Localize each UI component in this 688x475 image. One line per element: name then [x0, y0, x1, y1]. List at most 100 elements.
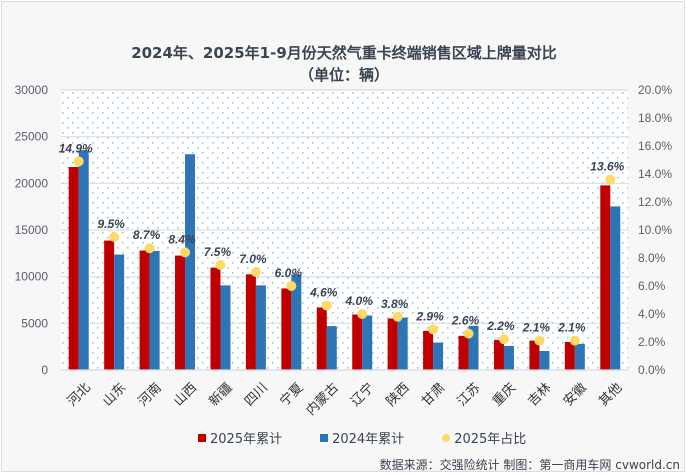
- y-tick-label: 5000: [21, 316, 48, 330]
- share-label: 13.6%: [590, 160, 624, 174]
- bar-2024: [255, 285, 266, 370]
- bar-2025: [281, 288, 292, 370]
- share-label: 2.1%: [522, 321, 551, 335]
- share-label: 7.5%: [204, 245, 232, 259]
- share-point: [463, 328, 474, 339]
- bar-2025: [423, 330, 434, 370]
- share-point: [534, 335, 545, 346]
- y2-tick-label: 18.0%: [638, 111, 672, 125]
- x-tick-label: 吉林: [525, 380, 554, 409]
- share-point: [215, 260, 226, 270]
- legend-item-share[interactable]: 2025年占比: [442, 428, 526, 447]
- y-tick-label: 25000: [15, 130, 49, 144]
- y-axis-left: 0 5000 10000 15000 20000 25000 30000: [15, 83, 49, 377]
- share-label: 4.6%: [309, 286, 338, 300]
- legend-item-2025[interactable]: 2025年累计: [198, 428, 282, 447]
- y-tick-label: 15000: [15, 223, 49, 237]
- share-point: [73, 156, 84, 167]
- share-point: [392, 311, 403, 322]
- legend: 2025年累计 2024年累计 2025年占比: [198, 428, 526, 447]
- y-tick-label: 10000: [15, 270, 49, 284]
- bar-2024: [149, 250, 160, 370]
- share-point: [250, 267, 261, 277]
- x-tick-label: 河北: [65, 380, 94, 409]
- share-points: [73, 156, 616, 346]
- y-tick-label: 30000: [15, 83, 49, 97]
- bar-2024: [291, 274, 302, 370]
- x-tick-label: 重庆: [489, 380, 519, 410]
- share-point: [180, 247, 191, 258]
- y2-tick-label: 10.0%: [638, 223, 672, 237]
- bar-2025: [245, 274, 256, 370]
- legend-label-2024: 2024年累计: [332, 432, 405, 447]
- bar-2025: [564, 341, 575, 370]
- x-tick-label: 四川: [242, 380, 271, 409]
- bar-2024: [220, 285, 231, 370]
- share-labels: 14.9% 9.5% 8.7% 8.4% 7.5% 7.0% 6.0% 4.6% 4.0% 3.8…: [59, 141, 625, 334]
- y2-tick-label: 0.0%: [638, 363, 666, 377]
- bar-2025: [458, 335, 469, 370]
- bar-2025: [104, 240, 115, 370]
- bar-2024: [397, 317, 408, 370]
- bar-2024: [114, 254, 125, 370]
- share-point: [286, 281, 297, 291]
- chart-subtitle: （单位：辆）: [298, 66, 389, 84]
- y2-tick-label: 14.0%: [638, 167, 672, 181]
- y-tick-label: 20000: [15, 176, 49, 190]
- legend-swatch-2025: [198, 433, 206, 442]
- y2-tick-label: 12.0%: [638, 195, 672, 209]
- data-source-note: 数据来源：交强险统计 制图：第一商用车网 cvworld.cn: [379, 458, 680, 472]
- share-point: [428, 324, 439, 335]
- x-tick-label: 内蒙古: [303, 380, 342, 419]
- bars: [68, 150, 621, 370]
- share-point: [357, 309, 368, 319]
- x-tick-label: 辽宁: [348, 380, 378, 410]
- y2-tick-label: 8.0%: [638, 251, 666, 265]
- legend-item-2024[interactable]: 2024年累计: [320, 428, 404, 447]
- x-tick-label: 山东: [100, 380, 129, 409]
- x-tick-label: 新疆: [206, 380, 236, 410]
- share-point: [321, 300, 332, 311]
- legend-swatch-2024: [320, 433, 329, 442]
- bar-2025: [68, 167, 79, 370]
- bar-2025: [139, 250, 150, 370]
- y2-tick-label: 16.0%: [638, 139, 672, 153]
- share-point: [498, 334, 509, 345]
- bar-2025: [529, 340, 540, 370]
- x-tick-label: 安徽: [561, 380, 590, 409]
- share-label: 7.0%: [239, 252, 267, 266]
- share-point: [144, 243, 155, 254]
- x-tick-label: 甘肃: [419, 380, 448, 409]
- share-label: 14.9%: [59, 141, 93, 155]
- legend-label-2025: 2025年累计: [210, 432, 283, 447]
- share-point: [605, 174, 616, 185]
- legend-label-share: 2025年占比: [454, 432, 527, 447]
- x-tick-label: 宁夏: [277, 380, 307, 410]
- bar-2024: [468, 325, 479, 370]
- share-label: 2.6%: [451, 314, 480, 328]
- bar-2024: [574, 343, 585, 370]
- share-point: [569, 335, 580, 346]
- bar-2024: [610, 206, 621, 370]
- share-label: 2.9%: [415, 309, 444, 323]
- bar-2025: [175, 255, 186, 370]
- share-label: 2.2%: [486, 319, 515, 333]
- share-label: 6.0%: [275, 266, 303, 280]
- y2-tick-label: 4.0%: [638, 307, 666, 321]
- share-label: 3.8%: [381, 297, 409, 311]
- bar-2025: [210, 267, 221, 370]
- chart-title: 2024年、2025年1-9月份天然气重卡终端销售区域上牌量对比: [131, 44, 557, 62]
- bar-2024: [539, 350, 550, 370]
- x-tick-label: 江苏: [454, 380, 484, 410]
- y2-tick-label: 20.0%: [638, 83, 672, 97]
- x-tick-label: 山西: [171, 380, 200, 409]
- share-label: 9.5%: [97, 217, 125, 231]
- bar-2025: [352, 314, 363, 370]
- x-tick-label: 河南: [135, 380, 165, 410]
- share-label: 8.7%: [133, 228, 161, 242]
- y2-tick-label: 6.0%: [638, 279, 666, 293]
- x-tick-label: 陕西: [384, 380, 413, 409]
- x-tick-label: 其他: [596, 380, 625, 409]
- bar-2024: [326, 326, 337, 370]
